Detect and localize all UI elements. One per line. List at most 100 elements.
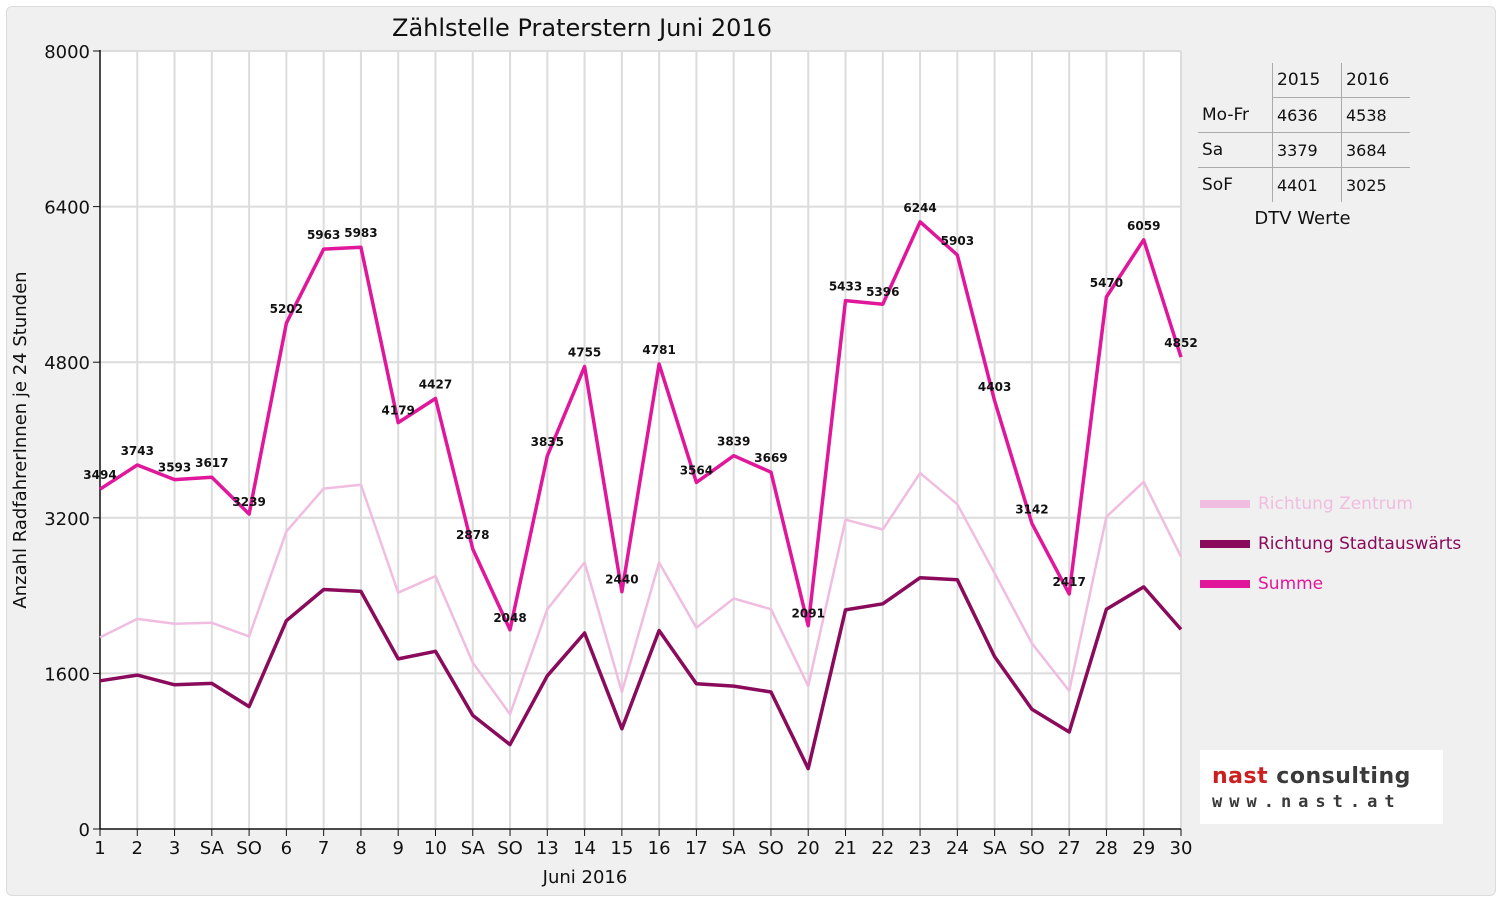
- data-label: 2417: [1052, 575, 1085, 589]
- data-label: 5963: [307, 228, 340, 242]
- data-label: 5202: [270, 302, 303, 316]
- series-line: [99, 471, 1183, 716]
- legend-swatch: [1200, 580, 1250, 588]
- legend-item-summe: Summe: [1200, 573, 1323, 595]
- y-tick-label: 8000: [44, 42, 90, 63]
- y-tick-label: 4800: [44, 353, 90, 374]
- legend-swatch: [1200, 540, 1250, 548]
- data-label: 3669: [754, 451, 787, 465]
- legend-label: Richtung Zentrum: [1258, 494, 1413, 514]
- x-tick-label: SA: [461, 838, 486, 859]
- series-line: [99, 575, 1183, 771]
- x-tick-label: 22: [871, 838, 894, 859]
- data-label: 3239: [232, 495, 265, 509]
- y-tick-label: 0: [79, 820, 90, 841]
- x-tick-label: 29: [1132, 838, 1155, 859]
- x-tick-label: 15: [610, 838, 633, 859]
- dtv-header-blank: [1198, 63, 1273, 98]
- y-tick-label: 1600: [44, 664, 90, 685]
- logo-url: www.nast.at: [1212, 792, 1402, 812]
- data-label: 2048: [493, 611, 526, 625]
- data-label: 3617: [195, 456, 228, 470]
- dtv-header-2016: 2016: [1341, 63, 1410, 98]
- y-tick-label: 6400: [44, 198, 90, 219]
- dtv-cell: 3379: [1272, 132, 1342, 168]
- x-axis-title: Juni 2016: [542, 867, 628, 888]
- dtv-row-label: SoF: [1202, 175, 1233, 195]
- dtv-caption: DTV Werte: [1254, 208, 1351, 229]
- data-label: 3839: [717, 435, 750, 449]
- y-axis-title: Anzahl RadfahrerInnen je 24 Stunden: [10, 271, 31, 608]
- dtv-cell: 4636: [1272, 97, 1342, 133]
- x-tick-label: 20: [797, 838, 820, 859]
- x-tick-label: 9: [392, 838, 403, 859]
- data-label: 4403: [978, 380, 1011, 394]
- data-label: 5396: [866, 285, 899, 299]
- x-tick-label: 7: [318, 838, 329, 859]
- data-label: 2091: [792, 607, 825, 621]
- x-tick-label: 28: [1095, 838, 1118, 859]
- x-tick-label: 23: [909, 838, 932, 859]
- x-tick-label: SA: [983, 838, 1008, 859]
- chart-title: Zählstelle Praterstern Juni 2016: [392, 14, 772, 42]
- company-logo: nast consulting www.nast.at: [1200, 750, 1443, 824]
- data-label: 4179: [382, 404, 415, 418]
- data-label: 6244: [903, 201, 936, 215]
- dtv-cell: 3684: [1341, 132, 1410, 168]
- data-label: 5433: [829, 280, 862, 294]
- data-label: 5983: [344, 226, 377, 240]
- dtv-row-label: Mo-Fr: [1198, 97, 1273, 133]
- dtv-cell: 4401: [1272, 167, 1342, 202]
- x-tick-label: 14: [573, 838, 596, 859]
- x-tick-label: 3: [169, 838, 180, 859]
- dtv-table: 2015 2016 Mo-Fr 4636 4538 Sa 3379 3684 S…: [1198, 63, 1410, 202]
- legend-label: Richtung Stadtauswärts: [1258, 534, 1462, 554]
- x-tick-label: SO: [1019, 838, 1045, 859]
- logo-name: nast consulting: [1212, 764, 1411, 789]
- data-label: 3142: [1015, 502, 1048, 516]
- data-label: 4427: [419, 377, 452, 391]
- x-tick-label: SO: [497, 838, 523, 859]
- dtv-header-row: 2015 2016: [1198, 63, 1410, 98]
- data-label: 4755: [568, 346, 601, 360]
- data-label: 3593: [158, 461, 191, 475]
- legend-label: Summe: [1258, 574, 1324, 594]
- data-label: 3835: [531, 435, 564, 449]
- series-lines: [99, 220, 1183, 771]
- data-label: 5903: [941, 234, 974, 248]
- x-tick-label: 30: [1170, 838, 1193, 859]
- dtv-cell: 4538: [1341, 97, 1410, 133]
- x-tick-label: 10: [424, 838, 447, 859]
- x-tick-label: SO: [758, 838, 784, 859]
- x-tick-label: 1: [94, 838, 105, 859]
- x-tick-label: 17: [685, 838, 708, 859]
- data-label: 4781: [642, 343, 675, 357]
- x-tick-label: SA: [200, 838, 225, 859]
- x-tick-label: 27: [1058, 838, 1081, 859]
- legend-swatch: [1200, 500, 1250, 508]
- data-label: 2878: [456, 528, 489, 542]
- data-label: 3743: [121, 444, 154, 458]
- legend-item-stadtauswaerts: Richtung Stadtauswärts: [1200, 533, 1461, 555]
- legend-item-zentrum: Richtung Zentrum: [1200, 493, 1413, 515]
- data-label: 2440: [605, 573, 638, 587]
- x-tick-label: 24: [946, 838, 969, 859]
- dtv-row: Sa 3379 3684: [1198, 132, 1410, 168]
- dtv-row-label: Sa: [1198, 132, 1273, 168]
- x-tick-label: SO: [236, 838, 262, 859]
- x-tick-label: 21: [834, 838, 857, 859]
- data-label: 4852: [1164, 336, 1197, 350]
- dtv-row: Mo-Fr 4636 4538: [1198, 97, 1410, 133]
- x-tick-label: 6: [281, 838, 292, 859]
- data-label: 3494: [83, 468, 116, 482]
- data-labels: 3494 3743 3593 3617 3239 5202 5963 5983 4179 4427…: [83, 201, 1197, 625]
- x-tick-label: 8: [355, 838, 366, 859]
- x-tick-label: 2: [132, 838, 143, 859]
- data-label: 3564: [680, 463, 713, 477]
- y-tick-label: 3200: [44, 509, 90, 530]
- x-tick-label: 16: [648, 838, 671, 859]
- data-label: 6059: [1127, 219, 1160, 233]
- series-line: [99, 220, 1183, 632]
